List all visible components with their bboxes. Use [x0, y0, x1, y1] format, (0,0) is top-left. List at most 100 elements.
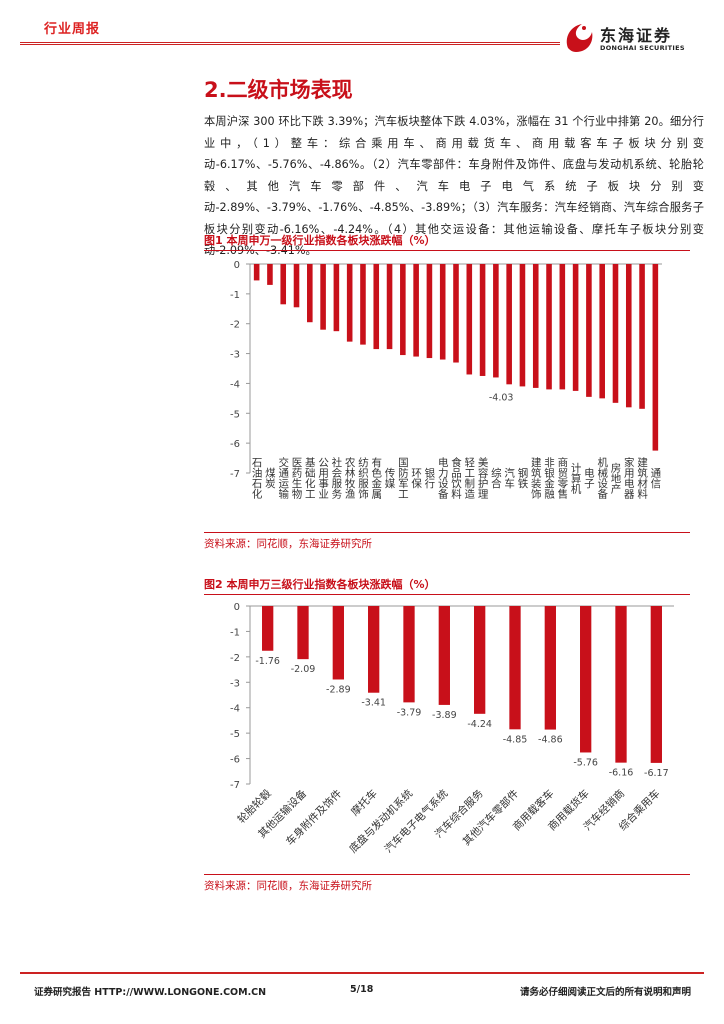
category-label: 商贸零售: [556, 456, 568, 500]
bar: [466, 264, 473, 375]
category-label: 底盘与发动机系统: [347, 787, 416, 856]
category-label: 计算机: [570, 461, 582, 494]
data-label: -4.85: [503, 734, 528, 745]
logo-chinese-name: 东海证券: [600, 26, 673, 45]
category-label: 纺织服饰: [357, 456, 369, 500]
y-tick-label: 0: [234, 260, 240, 271]
category-label: 银行: [423, 467, 435, 490]
bar: [253, 264, 260, 281]
bar: [307, 264, 313, 323]
category-label: 摩托车: [348, 787, 379, 818]
bar: [509, 606, 521, 730]
footer-rule: [20, 972, 704, 974]
y-tick-label: -2: [230, 653, 240, 664]
category-label: 食品饮料: [450, 456, 462, 500]
bar: [386, 264, 393, 350]
y-tick-label: -6: [230, 439, 240, 450]
category-label: 综合: [490, 467, 502, 490]
bar: [332, 606, 344, 680]
figure2-top-rule: [204, 594, 690, 595]
category-label: 医药生物: [291, 457, 303, 500]
y-tick-label: -1: [230, 290, 240, 301]
bar: [346, 264, 353, 342]
category-label: 有色金属: [370, 456, 382, 500]
bar: [293, 264, 300, 308]
bar: [297, 606, 309, 660]
bar: [625, 264, 632, 408]
page-number: 5/18: [350, 984, 374, 995]
bar: [615, 606, 627, 763]
category-label: 通信: [649, 468, 661, 490]
category-label: 环保: [410, 468, 422, 490]
category-label: 轻工制造: [463, 456, 475, 499]
y-tick-label: -1: [230, 627, 240, 638]
bar: [532, 264, 539, 388]
bar: [652, 264, 659, 451]
figure2-bottom-rule: [204, 874, 690, 875]
category-label: 非银金融: [543, 457, 555, 500]
category-label: 建筑材料: [636, 456, 648, 500]
bar: [612, 264, 619, 403]
category-label: 煤炭: [264, 467, 276, 490]
bar: [439, 264, 446, 360]
figure2-chart: 0-1-2-3-4-5-6-7轮胎轮毂-1.76其他运输设备-2.09车身附件及…: [230, 602, 674, 856]
y-tick-label: -5: [230, 409, 240, 420]
bar: [586, 264, 592, 397]
header-rule: [20, 42, 560, 43]
bar: [572, 264, 579, 391]
category-label: 国防军工: [397, 457, 409, 499]
figure1-chart: 0 -1 -2 -3 -4 -5 -6 -7 石油石化 煤炭 交通运输 医药生物 基础化工 公用事业 社会服…: [230, 260, 662, 500]
bar: [368, 606, 380, 693]
figure2-source: 资料来源：同花顺，东海证券研究所: [204, 880, 372, 892]
bar: [403, 606, 415, 703]
y-tick-label: -6: [230, 755, 240, 766]
bar: [280, 264, 287, 305]
category-label: 电力设备: [437, 456, 449, 500]
brand-logo: 东海证券 DONGHAI SECURITIES: [562, 18, 712, 58]
dragon-emblem-icon: [566, 24, 593, 52]
bar: [544, 606, 556, 730]
bar: [599, 264, 605, 399]
data-label: -1.76: [255, 656, 280, 667]
data-label: -2.89: [326, 684, 351, 695]
category-label: 石油石化: [251, 457, 263, 500]
bar: [438, 606, 450, 705]
bar: [413, 264, 419, 357]
data-label: -4.03: [489, 392, 514, 403]
header-rule-secondary: [20, 44, 560, 45]
data-label: -2.09: [291, 664, 316, 675]
bar: [506, 264, 512, 385]
y-tick-label: -7: [230, 469, 240, 480]
category-label: 钢铁: [516, 467, 528, 490]
y-tick-label: -4: [230, 704, 240, 715]
bar: [546, 264, 552, 390]
bar: [453, 264, 459, 363]
y-tick-label: -3: [230, 350, 240, 361]
figure1-source: 资料来源：同花顺，东海证券研究所: [204, 538, 372, 550]
section-title: 2.二级市场表现: [204, 78, 353, 102]
category-label: 传媒: [384, 468, 396, 490]
data-label: -6.17: [644, 768, 669, 779]
bar: [373, 264, 380, 350]
category-label: 社会服务: [330, 456, 342, 500]
bar: [580, 606, 592, 753]
footer-disclaimer: 请务必仔细阅读正文后的所有说明和声明: [520, 987, 692, 998]
figure1-title: 图1 本周申万一级行业指数各板块涨跌幅（%）: [204, 234, 436, 247]
figure1-top-rule: [204, 250, 690, 251]
data-label: -3.89: [432, 710, 457, 721]
category-label: 电子: [583, 467, 595, 489]
footer-website: 证券研究报告 HTTP://WWW.LONGONE.COM.CN: [34, 987, 267, 998]
bar: [262, 606, 274, 651]
y-tick-label: -4: [230, 379, 240, 390]
bar: [479, 264, 486, 376]
category-label: 公用事业: [317, 457, 329, 499]
y-tick-label: -5: [230, 729, 240, 740]
figure2-title: 图2 本周申万三级行业指数各板块涨跌幅（%）: [204, 578, 436, 591]
data-label: -4.24: [467, 719, 492, 730]
bar: [333, 264, 340, 332]
bar: [559, 264, 566, 390]
y-tick-label: -2: [230, 320, 240, 331]
bar: [360, 264, 366, 345]
bar: [400, 264, 406, 356]
bar: [519, 264, 526, 387]
